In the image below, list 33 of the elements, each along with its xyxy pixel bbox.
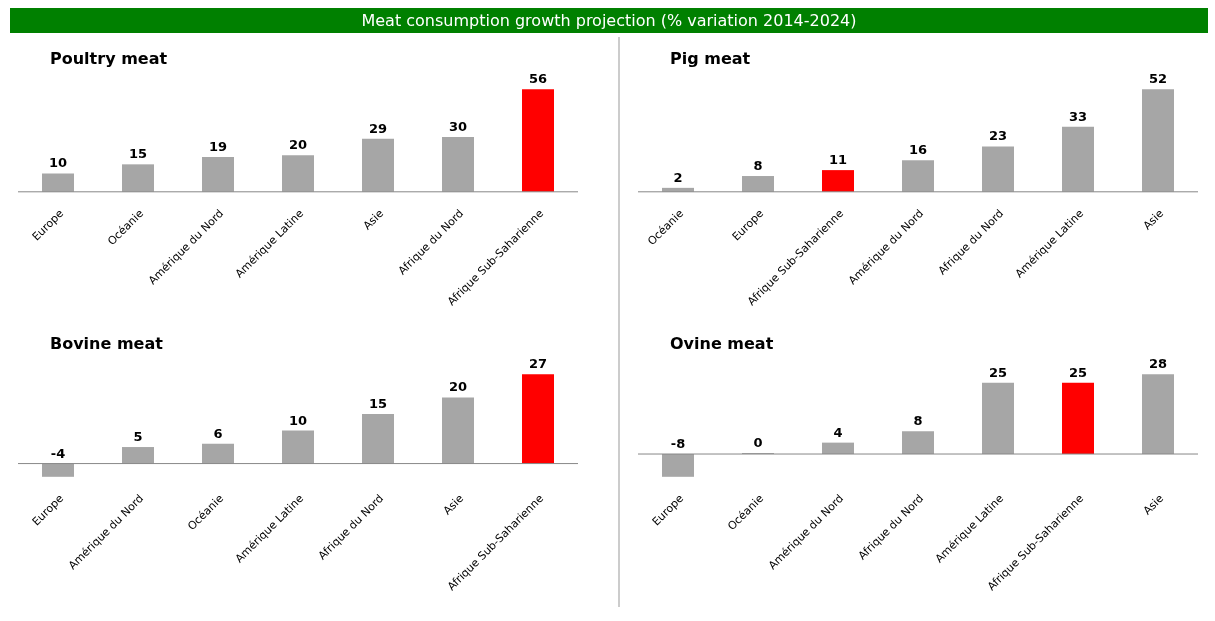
data-label: 25 bbox=[1068, 364, 1088, 380]
data-label: -8 bbox=[670, 436, 686, 452]
data-label: 16 bbox=[908, 142, 928, 158]
data-label: 27 bbox=[528, 356, 548, 372]
data-label: 20 bbox=[448, 379, 468, 395]
data-label: 11 bbox=[828, 152, 848, 168]
chart-title: Pig meat bbox=[670, 49, 751, 68]
data-label: 29 bbox=[368, 120, 388, 136]
data-label: 19 bbox=[208, 139, 228, 155]
data-label: 15 bbox=[128, 146, 148, 162]
data-label: 6 bbox=[213, 425, 223, 441]
data-label: 10 bbox=[288, 412, 308, 428]
chart-title: Ovine meat bbox=[670, 334, 774, 353]
data-label: 2 bbox=[673, 169, 683, 185]
data-label: 0 bbox=[753, 435, 763, 451]
data-label: 15 bbox=[368, 395, 388, 411]
data-label: 25 bbox=[988, 364, 1008, 380]
data-label: 56 bbox=[528, 71, 548, 87]
data-label: 8 bbox=[913, 413, 923, 429]
data-label: 4 bbox=[833, 424, 843, 440]
data-label: 10 bbox=[48, 155, 68, 171]
data-label: 52 bbox=[1148, 71, 1168, 87]
data-label: 5 bbox=[133, 429, 143, 445]
data-label: 30 bbox=[448, 118, 468, 134]
data-label: 20 bbox=[288, 137, 308, 153]
text: Meat consumption growth projection (% variation 2014-2024) bbox=[361, 11, 857, 30]
data-label: 33 bbox=[1068, 108, 1088, 124]
chart-title: Poultry meat bbox=[50, 49, 168, 68]
data-label: 8 bbox=[753, 158, 763, 174]
chart-title: Bovine meat bbox=[50, 334, 163, 353]
data-label: -4 bbox=[50, 445, 66, 461]
data-label: 23 bbox=[988, 128, 1008, 144]
data-label: 28 bbox=[1148, 356, 1168, 372]
